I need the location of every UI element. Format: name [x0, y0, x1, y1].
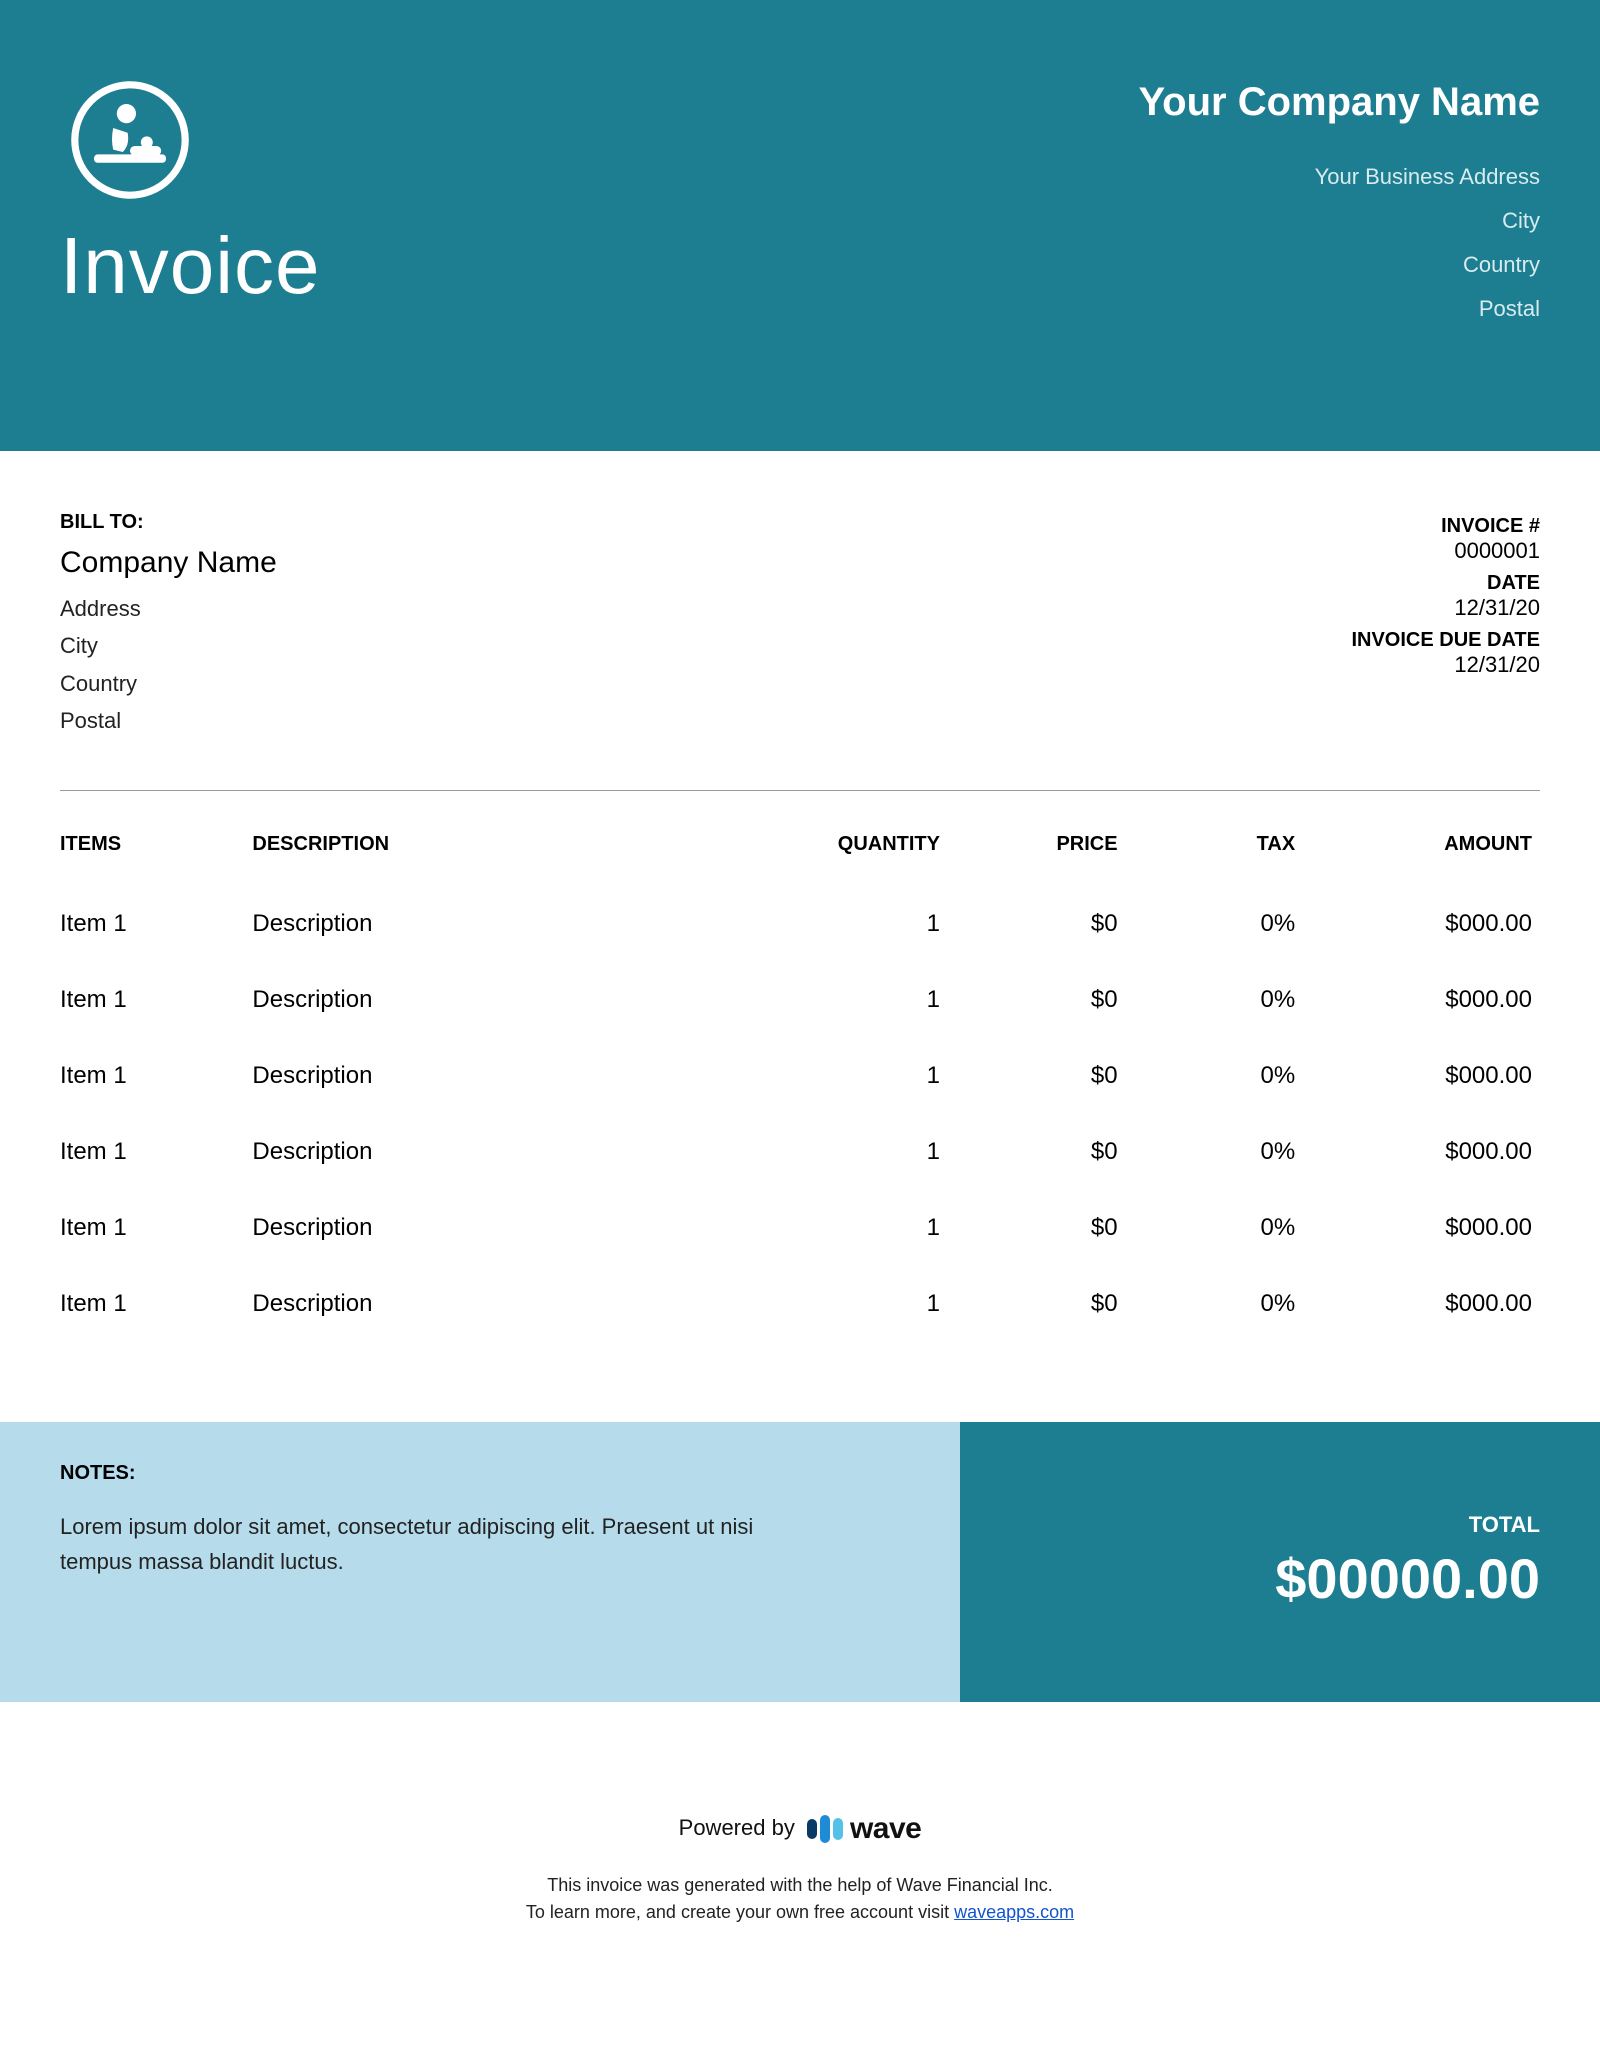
- invoice-meta-block: INVOICE # 0000001 DATE 12/31/20 INVOICE …: [1351, 511, 1540, 740]
- cell-quantity: 1: [756, 1190, 948, 1266]
- cell-quantity: 1: [756, 886, 948, 962]
- cell-quantity: 1: [756, 962, 948, 1038]
- total-label: TOTAL: [1469, 1512, 1540, 1538]
- col-tax-header: TAX: [1126, 821, 1304, 886]
- cell-item: Item 1: [60, 1190, 252, 1266]
- cell-amount: $000.00: [1303, 962, 1540, 1038]
- cell-tax: 0%: [1126, 1266, 1304, 1342]
- cell-quantity: 1: [756, 1038, 948, 1114]
- company-address: Your Business Address: [1138, 155, 1540, 199]
- cell-amount: $000.00: [1303, 1038, 1540, 1114]
- cell-tax: 0%: [1126, 1114, 1304, 1190]
- meta-section: BILL TO: Company Name Address City Count…: [0, 451, 1600, 770]
- cell-description: Description: [252, 1114, 755, 1190]
- cell-quantity: 1: [756, 1266, 948, 1342]
- cell-amount: $000.00: [1303, 1190, 1540, 1266]
- bill-to-block: BILL TO: Company Name Address City Count…: [60, 511, 277, 740]
- powered-by: Powered by wave: [0, 1812, 1600, 1846]
- header-right: Your Company Name Your Business Address …: [1138, 80, 1540, 331]
- cell-price: $0: [948, 1038, 1126, 1114]
- cell-description: Description: [252, 886, 755, 962]
- bill-to-postal: Postal: [60, 702, 277, 739]
- invoice-date-label: DATE: [1351, 572, 1540, 595]
- items-header-row: ITEMS DESCRIPTION QUANTITY PRICE TAX AMO…: [60, 821, 1540, 886]
- cell-item: Item 1: [60, 1266, 252, 1342]
- invoice-due: 12/31/20: [1351, 652, 1540, 678]
- cell-quantity: 1: [756, 1114, 948, 1190]
- notes-band: NOTES: Lorem ipsum dolor sit amet, conse…: [0, 1422, 960, 1702]
- cell-description: Description: [252, 1190, 755, 1266]
- wave-logo-icon: wave: [807, 1812, 921, 1846]
- footer-line2-prefix: To learn more, and create your own free …: [526, 1902, 954, 1922]
- col-price-header: PRICE: [948, 821, 1126, 886]
- invoice-due-label: INVOICE DUE DATE: [1351, 629, 1540, 652]
- header-left: Invoice: [60, 80, 320, 312]
- invoice-date: 12/31/20: [1351, 595, 1540, 621]
- table-row: Item 1Description1$00%$000.00: [60, 1038, 1540, 1114]
- bill-to-city: City: [60, 627, 277, 664]
- cell-description: Description: [252, 962, 755, 1038]
- cell-tax: 0%: [1126, 1038, 1304, 1114]
- items-table: ITEMS DESCRIPTION QUANTITY PRICE TAX AMO…: [60, 821, 1540, 1342]
- total-band: TOTAL $00000.00: [960, 1422, 1600, 1702]
- cell-tax: 0%: [1126, 1190, 1304, 1266]
- invoice-number: 0000001: [1351, 538, 1540, 564]
- col-desc-header: DESCRIPTION: [252, 821, 755, 886]
- footer-note: This invoice was generated with the help…: [0, 1872, 1600, 1926]
- company-city: City: [1138, 199, 1540, 243]
- cell-description: Description: [252, 1038, 755, 1114]
- cell-amount: $000.00: [1303, 1266, 1540, 1342]
- cell-tax: 0%: [1126, 886, 1304, 962]
- col-qty-header: QUANTITY: [756, 821, 948, 886]
- notes-label: NOTES:: [60, 1462, 900, 1485]
- powered-by-text: Powered by: [679, 1814, 795, 1839]
- invoice-number-label: INVOICE #: [1351, 515, 1540, 538]
- footer-bands: NOTES: Lorem ipsum dolor sit amet, conse…: [0, 1422, 1600, 1702]
- bill-to-label: BILL TO:: [60, 511, 277, 534]
- cell-item: Item 1: [60, 962, 252, 1038]
- invoice-page: Invoice Your Company Name Your Business …: [0, 0, 1600, 1966]
- massage-logo-icon: [70, 80, 190, 200]
- cell-item: Item 1: [60, 1038, 252, 1114]
- footer-line1: This invoice was generated with the help…: [0, 1872, 1600, 1899]
- cell-price: $0: [948, 1190, 1126, 1266]
- bill-to-address: Address: [60, 590, 277, 627]
- company-postal: Postal: [1138, 287, 1540, 331]
- bill-to-country: Country: [60, 665, 277, 702]
- header: Invoice Your Company Name Your Business …: [0, 0, 1600, 451]
- invoice-title: Invoice: [60, 220, 320, 312]
- table-row: Item 1Description1$00%$000.00: [60, 886, 1540, 962]
- col-items-header: ITEMS: [60, 821, 252, 886]
- company-name: Your Company Name: [1138, 80, 1540, 125]
- total-value: $00000.00: [1275, 1546, 1540, 1611]
- cell-price: $0: [948, 886, 1126, 962]
- table-row: Item 1Description1$00%$000.00: [60, 1114, 1540, 1190]
- cell-price: $0: [948, 962, 1126, 1038]
- cell-item: Item 1: [60, 1114, 252, 1190]
- col-amount-header: AMOUNT: [1303, 821, 1540, 886]
- cell-amount: $000.00: [1303, 886, 1540, 962]
- divider: [60, 790, 1540, 791]
- footer-link[interactable]: waveapps.com: [954, 1902, 1074, 1922]
- cell-item: Item 1: [60, 886, 252, 962]
- table-row: Item 1Description1$00%$000.00: [60, 1190, 1540, 1266]
- cell-amount: $000.00: [1303, 1114, 1540, 1190]
- cell-price: $0: [948, 1114, 1126, 1190]
- wave-brand-text: wave: [850, 1812, 921, 1846]
- company-country: Country: [1138, 243, 1540, 287]
- table-row: Item 1Description1$00%$000.00: [60, 1266, 1540, 1342]
- table-row: Item 1Description1$00%$000.00: [60, 962, 1540, 1038]
- bill-to-name: Company Name: [60, 546, 277, 580]
- cell-description: Description: [252, 1266, 755, 1342]
- cell-tax: 0%: [1126, 962, 1304, 1038]
- notes-text: Lorem ipsum dolor sit amet, consectetur …: [60, 1509, 816, 1579]
- footer-line2: To learn more, and create your own free …: [0, 1899, 1600, 1926]
- cell-price: $0: [948, 1266, 1126, 1342]
